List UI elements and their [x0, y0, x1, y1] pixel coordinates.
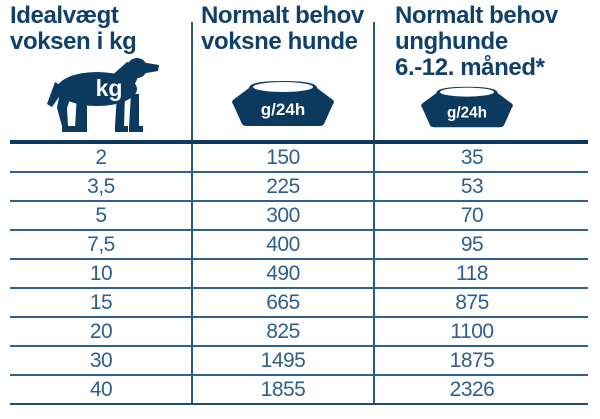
column-divider [191, 22, 193, 403]
adult-amount-cell: 225 [266, 174, 300, 198]
weight-cell: 30 [89, 348, 113, 372]
header-line: Normalt behov [395, 2, 558, 29]
table-row: 30 1495 1875 [10, 347, 588, 376]
puppy-amount-cell: 35 [460, 145, 484, 169]
table-row: 3,5 225 53 [10, 173, 588, 202]
puppy-amount-cell: 118 [456, 261, 488, 285]
dog-weight-icon: kg [47, 58, 159, 132]
food-bowl-icon: g/24h [232, 81, 334, 126]
adult-amount-cell: 1855 [260, 377, 306, 401]
weight-cell: 15 [89, 290, 113, 314]
adult-amount-cell: 825 [266, 319, 300, 343]
column-header-ideal-weight: Idealvægt voksen i kg [10, 2, 137, 55]
table-row: 15 665 875 [10, 289, 588, 318]
table-row: 7,5 400 95 [10, 231, 588, 260]
column-header-puppy-need: Normalt behov unghunde 6.-12. måned* [395, 3, 558, 81]
puppy-amount-cell: 95 [460, 232, 484, 256]
adult-amount-cell: 1495 [260, 348, 306, 372]
weight-cell: 10 [89, 261, 113, 285]
header-line: Idealvægt [10, 2, 119, 29]
weight-cell: 40 [89, 377, 113, 401]
table-row: 2 150 35 [10, 144, 588, 173]
adult-amount-cell: 150 [266, 145, 300, 169]
column-divider [373, 22, 375, 403]
table-row: 5 300 70 [10, 202, 588, 231]
kg-label: kg [96, 75, 123, 101]
table-row: 40 1855 2326 [10, 376, 588, 403]
column-header-adult-need: Normalt behov voksne hunde [201, 3, 364, 55]
puppy-amount-cell: 1100 [450, 319, 494, 343]
table-body: 2 150 35 3,5 225 53 5 300 70 7,5 400 95 10 490 118 15 66… [10, 144, 588, 405]
g24h-label: g/24h [447, 104, 487, 121]
weight-cell: 20 [89, 319, 113, 343]
puppy-amount-cell: 1875 [449, 348, 495, 372]
adult-amount-cell: 400 [266, 232, 300, 256]
puppy-amount-cell: 875 [455, 290, 489, 314]
weight-cell: 7,5 [87, 232, 115, 256]
header-line: 6.-12. måned* [395, 54, 545, 81]
puppy-amount-cell: 53 [460, 174, 484, 198]
weight-cell: 2 [95, 145, 107, 169]
adult-amount-cell: 665 [266, 290, 300, 314]
header-divider-rule [10, 140, 588, 144]
header-line: unghunde [395, 28, 508, 55]
table-row: 20 825 1100 [10, 318, 588, 347]
header-line: Normalt behov [201, 2, 364, 29]
header-line: voksen i kg [10, 28, 137, 55]
adult-amount-cell: 300 [266, 203, 300, 227]
food-bowl-icon: g/24h [421, 86, 513, 128]
g24h-label: g/24h [261, 100, 305, 119]
weight-cell: 5 [95, 203, 107, 227]
header-line: voksne hunde [201, 28, 358, 55]
weight-cell: 3,5 [87, 174, 115, 198]
puppy-amount-cell: 70 [460, 203, 484, 227]
table-row: 10 490 118 [10, 260, 588, 289]
puppy-amount-cell: 2326 [449, 377, 495, 401]
adult-amount-cell: 490 [266, 261, 300, 285]
